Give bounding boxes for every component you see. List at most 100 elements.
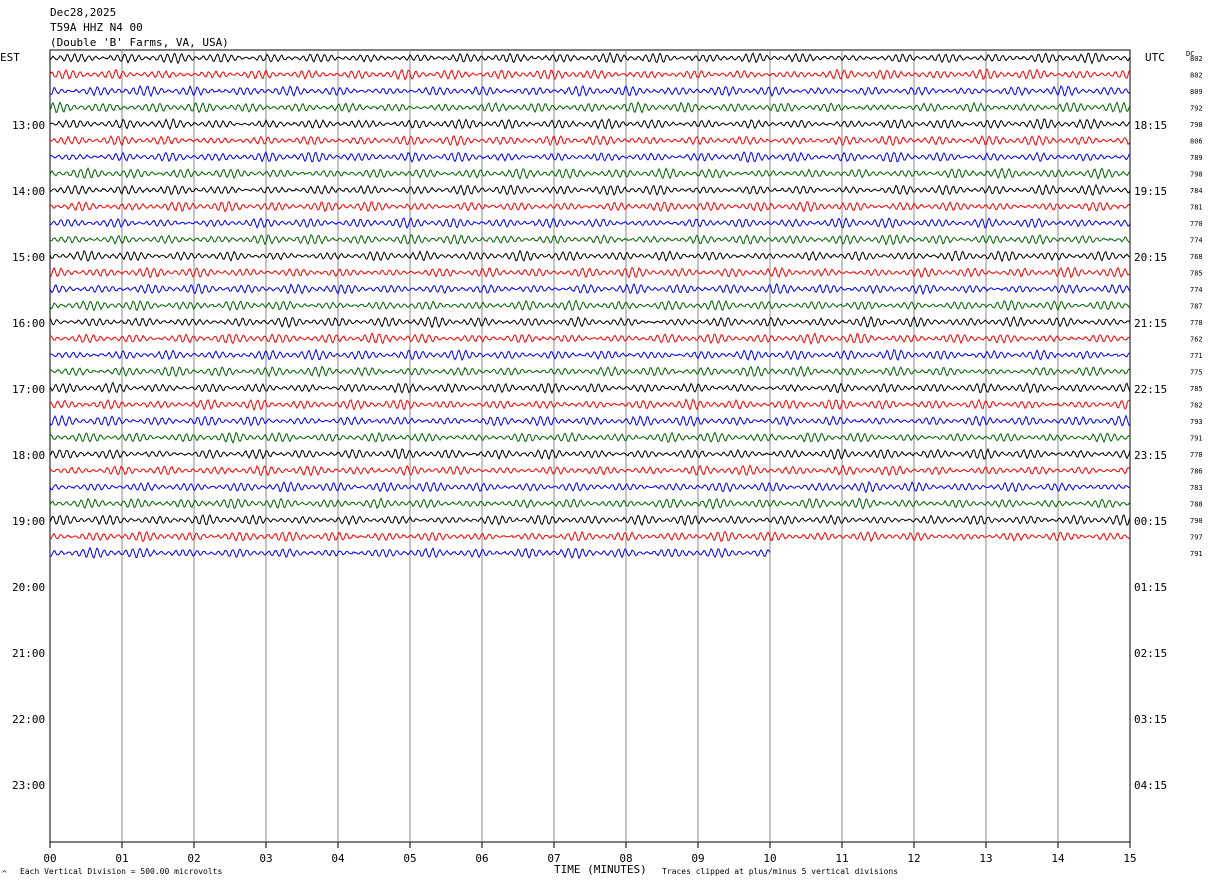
seismic-trace [49,398,1131,412]
dc-offset-label: 785 [1190,270,1203,278]
seismic-trace [49,513,1131,527]
dc-offset-label: 806 [1190,138,1203,146]
dc-offset-label: 787 [1190,303,1203,311]
est-hour-label: 22:00 [12,713,45,726]
seismic-trace [49,480,1131,494]
seismic-trace [49,101,1131,114]
dc-offset-label: 774 [1190,237,1203,245]
x-axis-label: TIME (MINUTES) [554,863,647,876]
seismic-traces [49,51,1131,560]
seismic-trace [49,315,1131,329]
dc-header: DC [1186,50,1194,58]
utc-hour-label: 18:15 [1134,119,1167,132]
x-tick-label: 08 [619,852,632,865]
utc-hour-label: 21:15 [1134,317,1167,330]
est-hour-label: 21:00 [12,647,45,660]
est-hour-label: 15:00 [12,251,45,264]
header-date: Dec28,2025 [50,6,116,19]
dc-offset-label: 768 [1190,253,1203,261]
est-hour-label: 17:00 [12,383,45,396]
seismic-trace [49,217,1131,229]
dc-offset-label: 784 [1190,187,1203,195]
est-hour-label: 13:00 [12,119,45,132]
utc-axis-title: UTC [1145,51,1165,64]
dc-offset-label: 771 [1190,352,1203,360]
seismic-trace [49,546,771,560]
seismic-trace [49,381,1131,395]
seismic-trace [49,282,1131,296]
clip-note: Traces clipped at plus/minus 5 vertical … [662,867,898,876]
dc-offset-labels: 802 802 809 792 798 806 789 798 784 781 770 774 768 7… [1190,55,1203,558]
corner-mark: ^ [2,869,7,878]
plot-frame [49,49,1131,843]
x-tick-label: 10 [763,852,776,865]
dc-offset-label: 802 [1190,55,1203,63]
dc-offset-label: 798 [1190,121,1203,129]
utc-hour-label: 01:15 [1134,581,1167,594]
x-tick-label: 15 [1123,852,1136,865]
dc-offset-label: 802 [1190,72,1203,80]
utc-hour-label: 23:15 [1134,449,1167,462]
dc-offset-label: 785 [1190,385,1203,393]
utc-hour-label: 19:15 [1134,185,1167,198]
x-tick-label: 01 [115,852,128,865]
seismic-trace [49,497,1131,510]
dc-offset-label: 789 [1190,154,1203,162]
dc-offset-label: 791 [1190,550,1203,558]
est-hour-label: 16:00 [12,317,45,330]
x-axis-ticks: 00 01 02 03 04 05 06 07 08 09 10 11 12 13 14 15 [43,842,1137,865]
x-tick-label: 04 [331,852,345,865]
dc-offset-label: 783 [1190,484,1203,492]
x-tick-label: 09 [691,852,704,865]
seismic-trace [49,84,1131,98]
utc-hour-label: 02:15 [1134,647,1167,660]
est-hour-label: 20:00 [12,581,45,594]
seismic-trace [49,249,1131,263]
seismic-trace [49,68,1131,81]
x-tick-label: 05 [403,852,416,865]
dc-offset-label: 792 [1190,105,1203,113]
utc-hour-label: 22:15 [1134,383,1167,396]
x-tick-label: 14 [1051,852,1065,865]
seismic-trace [49,150,1131,163]
utc-hour-label: 04:15 [1134,779,1167,792]
dc-offset-label: 778 [1190,451,1203,459]
dc-offset-label: 786 [1190,468,1203,476]
x-tick-label: 13 [979,852,992,865]
est-hour-label: 18:00 [12,449,45,462]
x-tick-label: 11 [835,852,848,865]
seismic-trace [49,348,1131,362]
seismic-trace [49,134,1131,147]
dc-offset-label: 774 [1190,286,1203,294]
seismic-trace [49,266,1131,279]
est-hour-labels: 13:00 14:00 15:00 16:00 17:00 18:00 19:00 20:00… [12,119,45,792]
dc-offset-label: 762 [1190,336,1203,344]
header-station: T59A HHZ N4 00 [50,21,143,34]
seismic-trace [49,51,1131,65]
seismic-trace [49,299,1131,312]
dc-offset-label: 809 [1190,88,1203,96]
seismic-trace [49,234,1131,246]
x-tick-label: 12 [907,852,920,865]
seismic-trace [49,200,1131,213]
seismic-trace [49,118,1131,130]
dc-offset-label: 782 [1190,402,1203,410]
minute-gridlines [121,50,1059,842]
est-hour-label: 14:00 [12,185,45,198]
seismic-trace [49,414,1131,428]
dc-offset-label: 793 [1190,418,1203,426]
dc-offset-label: 778 [1190,319,1203,327]
x-tick-label: 00 [43,852,56,865]
dc-offset-label: 770 [1190,220,1203,228]
dc-offset-label: 781 [1190,204,1203,212]
dc-offset-label: 790 [1190,517,1203,525]
seismic-trace [49,431,1131,444]
dc-offset-label: 797 [1190,534,1203,542]
est-hour-label: 23:00 [12,779,45,792]
seismic-trace [49,365,1131,378]
scale-note: Each Vertical Division = 500.00 microvol… [20,867,222,876]
x-tick-label: 03 [259,852,272,865]
header-location: (Double 'B' Farms, VA, USA) [50,36,229,49]
seismic-trace [49,530,1131,543]
seismic-trace [49,464,1131,477]
